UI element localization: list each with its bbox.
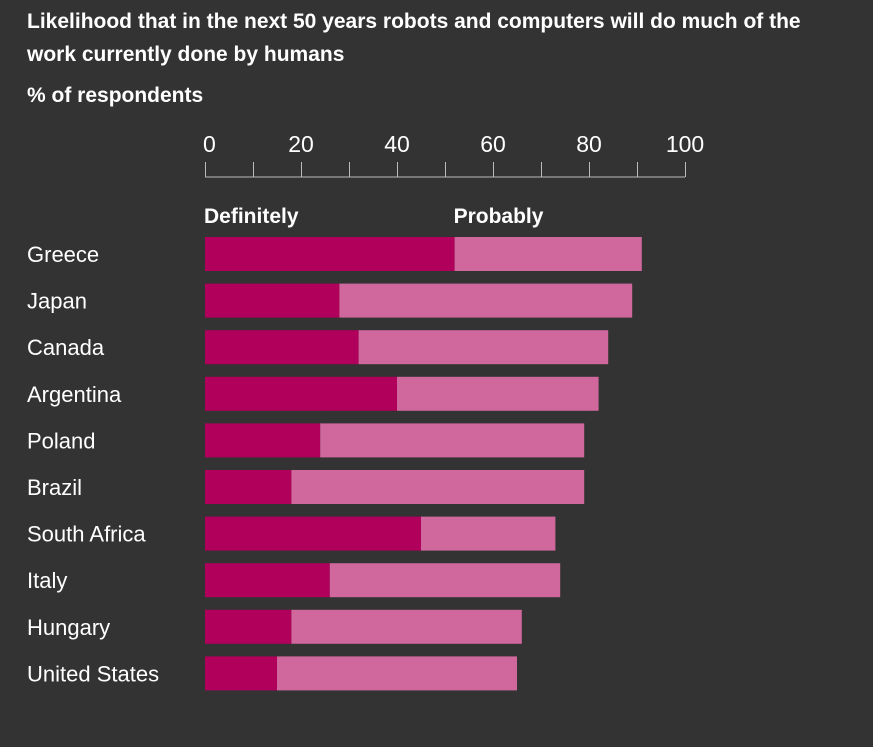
category-label: Japan [27,289,87,314]
x-tick-label: 60 [480,131,506,157]
bar-segment [339,283,633,318]
bar-segment [397,376,599,411]
category-label: Canada [27,335,105,360]
legend: Definitely Probably [204,205,544,228]
chart-subtitle: % of respondents [27,84,204,107]
category-label: Brazil [27,475,82,500]
bar-segment [205,609,292,644]
bar-segment [291,609,522,644]
bar-segment [205,283,340,318]
chart-title: Likelihood that in the next 50 years rob… [27,10,801,66]
bar-segment [205,656,277,691]
category-label: Argentina [27,382,122,407]
category-label: Italy [27,568,67,593]
bar-segment [454,237,642,271]
x-axis: 0 20 40 60 80 100 [203,131,704,178]
x-tick-label: 100 [666,131,704,157]
bar-segment [277,656,517,691]
category-label: Hungary [27,615,110,640]
bar-segment [205,237,455,271]
bar-segment [205,376,397,411]
category-label: Poland [27,428,96,453]
bar-segment [205,470,292,504]
x-tick-label: 0 [203,131,216,157]
category-label: Greece [27,242,99,267]
bar-segment [291,470,585,504]
bar-segment [421,516,556,551]
x-tick-label: 20 [288,131,314,157]
legend-label: Definitely [204,205,299,228]
x-tick-label: 40 [384,131,410,157]
x-tick-label: 80 [576,131,602,157]
bar-segment [205,423,321,458]
category-labels: Greece Japan Canada Argentina Poland Brazil So… [27,242,159,686]
bar-segment [205,563,330,598]
legend-label: Probably [454,205,544,228]
category-label: United States [27,661,159,686]
bars [205,237,642,691]
bar-segment [329,563,561,598]
bar-segment [358,330,609,365]
category-label: South Africa [27,522,146,547]
bar-segment [205,330,359,365]
bar-segment [205,516,421,551]
bar-segment [320,423,585,458]
